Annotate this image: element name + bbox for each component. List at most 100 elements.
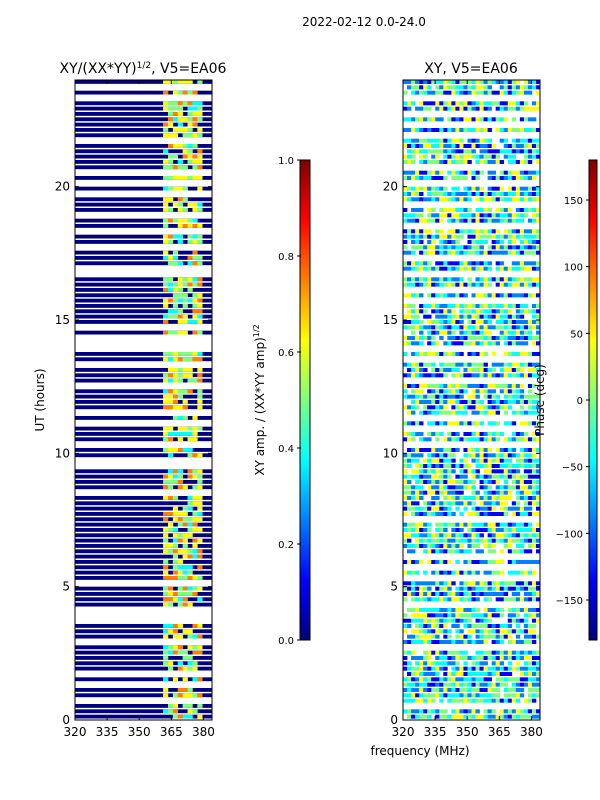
phase-cell — [523, 304, 529, 308]
phase-cell — [427, 229, 432, 234]
phase-cell — [527, 698, 533, 703]
phase-cell — [535, 496, 541, 500]
phase-cell — [471, 608, 476, 612]
amp-cell — [163, 565, 169, 570]
amp-row — [75, 629, 212, 634]
phase-cell — [439, 170, 444, 175]
phase-cell — [515, 389, 521, 394]
amp-cell — [187, 693, 193, 698]
phase-cell — [527, 389, 533, 394]
phase-cell — [483, 229, 488, 234]
phase-cell — [511, 533, 517, 538]
phase-cell — [407, 373, 412, 378]
phase-cell — [455, 448, 460, 452]
amp-cell — [167, 448, 174, 452]
phase-cell — [503, 90, 509, 95]
phase-cell — [411, 693, 416, 698]
phase-cell — [407, 138, 412, 143]
phase-cell — [507, 389, 513, 394]
phase-cell — [535, 464, 541, 468]
amp-cell — [187, 368, 193, 372]
amp-cell — [192, 378, 198, 383]
phase-cell — [475, 672, 480, 676]
amp-cell — [197, 240, 203, 244]
amp-row — [75, 448, 212, 452]
phase-cell — [487, 368, 492, 372]
phase-cell — [483, 453, 488, 458]
amp-cell — [187, 432, 193, 436]
amp-cell — [177, 234, 183, 239]
phase-cell — [467, 432, 472, 436]
phase-cell — [515, 197, 521, 202]
phase-cell — [407, 186, 412, 191]
amp-cell — [167, 624, 174, 628]
phase-cell — [535, 480, 541, 484]
phase-cell — [503, 405, 509, 410]
phase-cell — [423, 682, 428, 687]
phase-cell — [499, 464, 505, 468]
phase-cell — [411, 698, 416, 703]
phase-cell — [511, 613, 517, 618]
phase-cell — [467, 405, 472, 410]
amp-heatmap — [75, 80, 212, 719]
phase-cell — [431, 138, 436, 143]
phase-cell — [419, 709, 424, 714]
amp-cell — [167, 405, 174, 410]
phase-cell — [463, 341, 468, 346]
phase-cell — [423, 138, 428, 143]
phase-cell — [439, 640, 444, 644]
phase-cell — [519, 229, 525, 234]
amp-cell — [177, 202, 183, 207]
phase-cell — [475, 186, 480, 191]
amp-row — [75, 597, 212, 602]
amp-cell — [163, 597, 169, 602]
phase-cell — [431, 144, 436, 148]
phase-cell — [487, 394, 492, 399]
phase-cell — [415, 176, 420, 180]
amp-cell — [167, 288, 174, 292]
phase-cell — [419, 154, 424, 159]
phase-cell — [435, 106, 440, 111]
phase-cell — [439, 282, 444, 287]
phase-cell — [519, 101, 525, 106]
phase-cell — [527, 629, 533, 634]
phase-cell — [519, 693, 525, 698]
amp-cell — [187, 133, 193, 138]
phase-cell — [451, 666, 456, 671]
phase-cell — [459, 490, 464, 495]
amp-cell — [177, 122, 183, 127]
phase-cell — [499, 522, 505, 527]
phase-cell — [435, 448, 440, 452]
phase-cell — [411, 362, 416, 367]
amp-cell — [177, 432, 183, 436]
phase-cell — [459, 330, 464, 335]
phase-cell — [535, 597, 541, 602]
phase-cell — [467, 714, 472, 719]
phase-cell — [451, 154, 456, 159]
phase-cell — [451, 469, 456, 474]
phase-cell — [411, 293, 416, 298]
phase-cell — [503, 250, 509, 255]
phase-cell — [447, 581, 452, 586]
amp-cell — [187, 666, 193, 671]
amp-cell — [167, 544, 174, 548]
phase-cell — [495, 474, 501, 479]
amp-cell — [177, 282, 183, 287]
phase-cell — [411, 314, 416, 319]
phase-cell — [467, 394, 472, 399]
phase-cell — [523, 501, 529, 506]
phase-cell — [419, 410, 424, 415]
amp-cell — [192, 122, 198, 127]
phase-cell — [435, 533, 440, 538]
phase-cell — [419, 192, 424, 196]
amp-cell — [197, 202, 203, 207]
phase-cell — [507, 192, 513, 196]
phase-cell — [491, 117, 496, 122]
x-tick-label: 350 — [456, 725, 479, 739]
phase-cell — [459, 261, 464, 266]
phase-cell — [507, 336, 513, 340]
phase-cell — [531, 485, 537, 490]
phase-cell — [411, 533, 416, 538]
phase-cell — [523, 570, 529, 575]
phase-cell — [483, 405, 488, 410]
